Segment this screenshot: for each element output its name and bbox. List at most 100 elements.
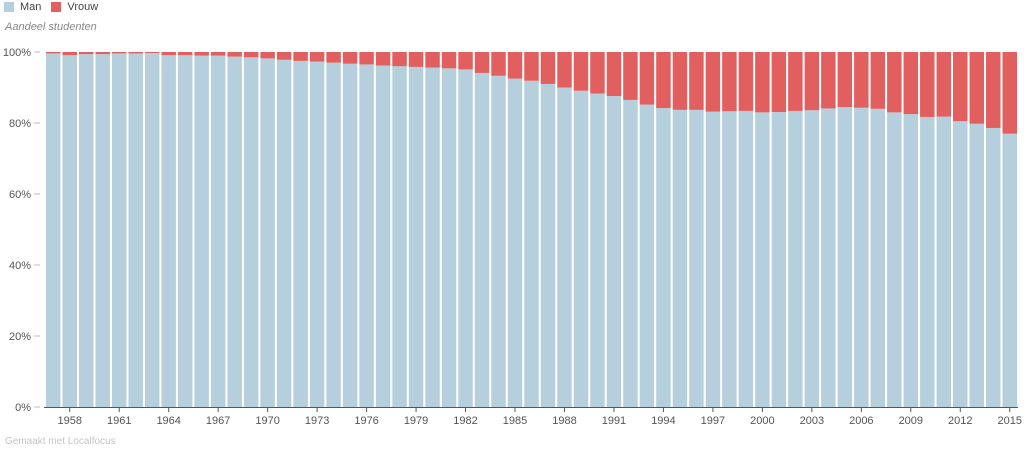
bar-vrouw-1964[interactable] — [161, 52, 176, 56]
bar-man-1985[interactable] — [507, 78, 523, 408]
bar-man-2012[interactable] — [953, 121, 968, 407]
bar-vrouw-1995[interactable] — [672, 52, 688, 110]
bar-man-1961[interactable] — [111, 53, 127, 408]
bar-man-1994[interactable] — [656, 108, 671, 407]
bar-man-1967[interactable] — [210, 55, 226, 408]
bar-man-1992[interactable] — [623, 99, 638, 408]
bar-man-1958[interactable] — [62, 55, 77, 407]
bar-vrouw-1969[interactable] — [243, 52, 259, 58]
bar-vrouw-1973[interactable] — [309, 52, 325, 62]
bar-vrouw-1997[interactable] — [705, 52, 721, 112]
bar-vrouw-1979[interactable] — [408, 52, 424, 67]
bar-vrouw-1985[interactable] — [507, 52, 523, 79]
bar-man-2008[interactable] — [887, 112, 902, 407]
bar-vrouw-1981[interactable] — [441, 52, 457, 69]
bar-man-2011[interactable] — [936, 116, 952, 408]
bar-vrouw-1989[interactable] — [573, 52, 589, 91]
bar-man-1983[interactable] — [474, 72, 490, 407]
bar-vrouw-1990[interactable] — [590, 52, 605, 94]
bar-vrouw-2011[interactable] — [936, 52, 952, 117]
bar-vrouw-1993[interactable] — [639, 52, 655, 105]
bar-man-1988[interactable] — [557, 87, 572, 408]
bar-man-1957[interactable] — [46, 53, 61, 408]
bar-vrouw-1972[interactable] — [293, 52, 308, 61]
bar-vrouw-1970[interactable] — [260, 52, 275, 59]
bar-man-1997[interactable] — [705, 111, 721, 407]
bar-man-2009[interactable] — [903, 114, 919, 408]
bar-man-1990[interactable] — [590, 93, 605, 407]
bar-vrouw-2007[interactable] — [870, 52, 886, 109]
bar-man-1998[interactable] — [722, 111, 737, 407]
bar-man-1974[interactable] — [326, 62, 341, 408]
bar-vrouw-1992[interactable] — [623, 52, 638, 100]
bar-man-1976[interactable] — [359, 64, 374, 408]
bar-man-2000[interactable] — [755, 112, 770, 407]
bar-man-1959[interactable] — [78, 54, 94, 407]
bar-vrouw-1977[interactable] — [375, 52, 391, 66]
bar-man-2013[interactable] — [969, 123, 985, 408]
bar-vrouw-1965[interactable] — [177, 52, 193, 56]
bar-man-1996[interactable] — [689, 109, 704, 408]
bar-man-2014[interactable] — [986, 127, 1001, 407]
bar-vrouw-2008[interactable] — [887, 52, 902, 113]
bar-vrouw-2002[interactable] — [788, 52, 803, 111]
bar-man-1984[interactable] — [491, 75, 506, 407]
bar-vrouw-1962[interactable] — [128, 52, 143, 54]
bar-vrouw-1999[interactable] — [738, 52, 754, 111]
bar-man-1980[interactable] — [425, 67, 440, 408]
bar-vrouw-2003[interactable] — [804, 52, 820, 111]
bar-vrouw-1957[interactable] — [46, 52, 61, 54]
bar-man-1975[interactable] — [342, 63, 358, 408]
bar-vrouw-1991[interactable] — [606, 52, 622, 97]
bar-man-1989[interactable] — [573, 90, 589, 407]
bar-vrouw-1971[interactable] — [276, 52, 292, 60]
bar-vrouw-1959[interactable] — [78, 52, 94, 55]
bar-vrouw-1960[interactable] — [95, 52, 110, 55]
bar-vrouw-2004[interactable] — [821, 52, 836, 109]
bar-man-1970[interactable] — [260, 58, 275, 407]
bar-vrouw-1978[interactable] — [392, 52, 407, 67]
bar-vrouw-1966[interactable] — [194, 52, 209, 56]
bar-man-1979[interactable] — [408, 66, 424, 407]
bar-vrouw-2000[interactable] — [755, 52, 770, 113]
bar-man-1978[interactable] — [392, 66, 407, 407]
bar-vrouw-2005[interactable] — [837, 52, 853, 108]
bar-man-1987[interactable] — [540, 83, 556, 407]
bar-vrouw-2006[interactable] — [854, 52, 869, 108]
bar-man-1973[interactable] — [309, 61, 325, 408]
bar-vrouw-1974[interactable] — [326, 52, 341, 63]
bar-man-1971[interactable] — [276, 59, 292, 408]
bar-man-2005[interactable] — [837, 107, 853, 407]
bar-vrouw-1968[interactable] — [227, 52, 242, 57]
bar-vrouw-1994[interactable] — [656, 52, 671, 109]
bar-man-1981[interactable] — [441, 68, 457, 407]
bar-man-1991[interactable] — [606, 96, 622, 408]
bar-man-2007[interactable] — [870, 108, 886, 408]
bar-vrouw-1967[interactable] — [210, 52, 226, 56]
bar-man-1972[interactable] — [293, 60, 308, 408]
bar-man-2004[interactable] — [821, 108, 836, 407]
bar-vrouw-1986[interactable] — [524, 52, 539, 81]
bar-vrouw-1987[interactable] — [540, 52, 556, 84]
bar-vrouw-1963[interactable] — [144, 52, 160, 54]
bar-vrouw-1976[interactable] — [359, 52, 374, 65]
legend-item-vrouw[interactable]: Vrouw — [51, 1, 98, 13]
bar-man-2015[interactable] — [1002, 133, 1017, 407]
bar-vrouw-1961[interactable] — [111, 52, 127, 54]
bar-man-1965[interactable] — [177, 55, 193, 407]
bar-vrouw-1996[interactable] — [689, 52, 704, 110]
bar-man-2006[interactable] — [854, 107, 869, 408]
bar-man-1963[interactable] — [144, 53, 160, 408]
bar-man-1986[interactable] — [524, 80, 539, 407]
bar-vrouw-2001[interactable] — [771, 52, 787, 112]
bar-man-1968[interactable] — [227, 56, 242, 408]
bar-vrouw-1984[interactable] — [491, 52, 506, 76]
bar-man-1964[interactable] — [161, 55, 176, 407]
bar-vrouw-2015[interactable] — [1002, 52, 1017, 134]
bar-man-1995[interactable] — [672, 109, 688, 408]
bar-vrouw-1998[interactable] — [722, 52, 737, 112]
bar-man-2001[interactable] — [771, 112, 787, 407]
bar-vrouw-1983[interactable] — [474, 52, 490, 73]
bar-man-1982[interactable] — [458, 69, 473, 408]
bar-vrouw-1982[interactable] — [458, 52, 473, 70]
